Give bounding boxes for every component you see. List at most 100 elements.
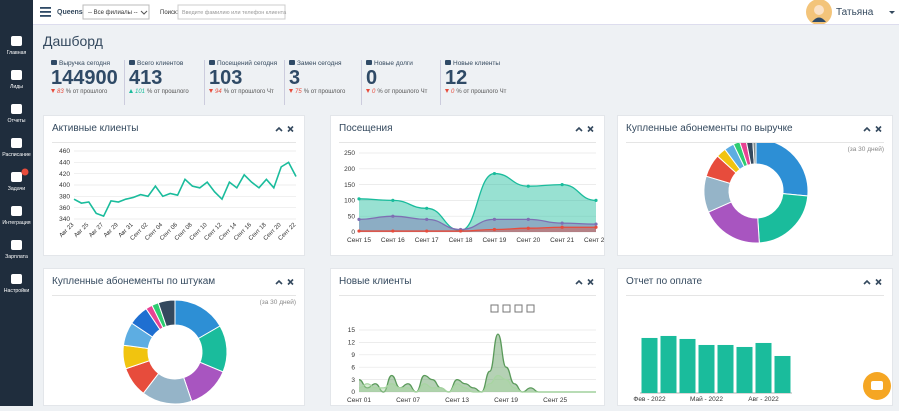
point <box>560 221 564 225</box>
panel-header: Новые клиенты <box>339 269 596 296</box>
nav-icon[interactable] <box>11 138 22 148</box>
branch-select-text: -- Все филиалы -- <box>88 10 138 16</box>
nav-icon[interactable] <box>11 36 22 46</box>
toolbar-icon[interactable] <box>490 304 499 313</box>
collapse-icon[interactable] <box>575 126 583 132</box>
toolbar-icon[interactable] <box>502 304 511 313</box>
y-tick-label: 200 <box>344 166 355 173</box>
area <box>359 375 596 392</box>
nav-icon[interactable] <box>11 240 22 250</box>
trend-arrow <box>289 89 293 93</box>
collapse-icon[interactable] <box>863 126 871 132</box>
nav-icon[interactable] <box>11 70 22 80</box>
close-icon[interactable] <box>875 125 882 133</box>
branch-select[interactable] <box>82 4 150 20</box>
nav-label[interactable]: Расписание <box>2 152 31 158</box>
nav-label[interactable]: Зарплата <box>5 254 28 260</box>
x-tick-label: Сент 20 <box>516 237 540 244</box>
stat-icon <box>366 60 372 65</box>
y-tick-label: 460 <box>59 148 70 155</box>
menu-toggle[interactable] <box>40 7 51 17</box>
stat-icon <box>445 60 451 65</box>
stat-change: 0% от прошлого Чт <box>366 89 427 95</box>
panel-header: Активные клиенты <box>52 116 296 143</box>
stat: Новые долги 0 0% от прошлого Чт <box>361 60 427 105</box>
collapse-icon[interactable] <box>575 279 583 285</box>
stat-label: Выручка сегодня <box>51 60 118 67</box>
close-icon[interactable] <box>587 278 594 286</box>
panel: Купленные абонементы по выручке (за 30 дн… <box>617 115 893 256</box>
collapse-icon[interactable] <box>863 279 871 285</box>
panel-title: Купленные абонементы по выручке <box>626 123 793 134</box>
y-tick-label: 0 <box>351 389 355 396</box>
point <box>492 217 497 221</box>
close-icon[interactable] <box>287 278 294 286</box>
search-label: Поиск: <box>160 10 179 16</box>
x-tick-label: Сент 07 <box>396 397 420 404</box>
stat-change: 94% от прошлого Чт <box>209 89 277 95</box>
user-name[interactable]: Татьяна <box>836 7 874 18</box>
bar <box>698 344 715 393</box>
nav-label[interactable]: Отчеты <box>8 118 26 124</box>
change-note: % от прошлого Чт <box>456 89 507 95</box>
bar <box>660 335 677 393</box>
stat-value: 103 <box>209 67 243 89</box>
nav-icon[interactable] <box>11 172 22 182</box>
point <box>391 214 395 218</box>
area-line <box>359 226 596 232</box>
x-tick-label: Сент 19 <box>494 397 518 404</box>
collapse-icon[interactable] <box>275 126 283 132</box>
y-tick-label: 3 <box>351 377 355 384</box>
panel-title: Купленные абонементы по штукам <box>52 276 216 287</box>
collapse-icon[interactable] <box>275 279 283 285</box>
search-input[interactable] <box>177 4 286 20</box>
stat-label-text: Новые клиенты <box>453 60 501 67</box>
area <box>359 334 596 392</box>
stat: Посещений сегодня 103 94% от прошлого Чт <box>204 60 277 105</box>
bar <box>755 342 772 393</box>
point <box>357 217 361 221</box>
point <box>526 217 530 221</box>
nav-label[interactable]: Задачи <box>8 186 26 192</box>
chart: (за 30 дней) <box>122 298 296 405</box>
stat-label: Посещений сегодня <box>209 60 277 67</box>
chart: 0 3 6 9 12 15 Сент 01 Сент 07 Сент 13 Сент 19 Сент… <box>347 304 596 404</box>
point <box>425 217 429 221</box>
change-value: 101 <box>135 89 146 95</box>
chat-button[interactable] <box>862 371 892 401</box>
nav-label[interactable]: Интеграция <box>2 220 30 226</box>
stat-value: 144900 <box>51 67 118 89</box>
panel-controls <box>863 278 882 286</box>
stat-change: 75% от прошлого <box>289 89 345 95</box>
point <box>458 229 463 233</box>
x-tick-label: Авг 27 <box>88 222 105 239</box>
stat: Выручка сегодня 144900 83% от прошлого <box>47 60 118 105</box>
x-tick-label: Сент 01 <box>347 397 371 404</box>
nav-icon[interactable] <box>11 206 22 216</box>
stat-label: Новые долги <box>366 60 427 67</box>
point <box>594 198 598 202</box>
nav-label[interactable]: Главная <box>7 50 27 56</box>
nav-icon[interactable] <box>11 104 22 114</box>
nav-icon[interactable] <box>11 274 22 284</box>
sidebar: Главная Лиды Отчеты Расписание Задачи Интегра… <box>0 0 33 406</box>
x-tick-label: Сент 15 <box>347 237 371 244</box>
close-icon[interactable] <box>287 125 294 133</box>
trend-arrow <box>366 89 370 93</box>
nav-label[interactable]: Лиды <box>10 84 23 90</box>
y-tick-label: 360 <box>59 205 70 212</box>
nav-label[interactable]: Настройки <box>4 287 30 294</box>
close-icon[interactable] <box>875 278 882 286</box>
area-line <box>358 374 596 393</box>
toolbar-icon[interactable] <box>514 304 523 313</box>
close-icon[interactable] <box>587 125 594 133</box>
toolbar-icon[interactable] <box>526 304 535 313</box>
point <box>357 197 361 201</box>
stat-change: 83% от прошлого <box>51 89 118 95</box>
change-value: 75 <box>295 89 302 95</box>
stat-value: 413 <box>129 67 163 89</box>
stat-label: Новые клиенты <box>445 60 506 67</box>
x-tick-label: Фев - 2022 <box>633 396 666 403</box>
point <box>492 227 497 232</box>
search-placeholder: Введите фамилию или телефон клиента <box>182 10 287 16</box>
